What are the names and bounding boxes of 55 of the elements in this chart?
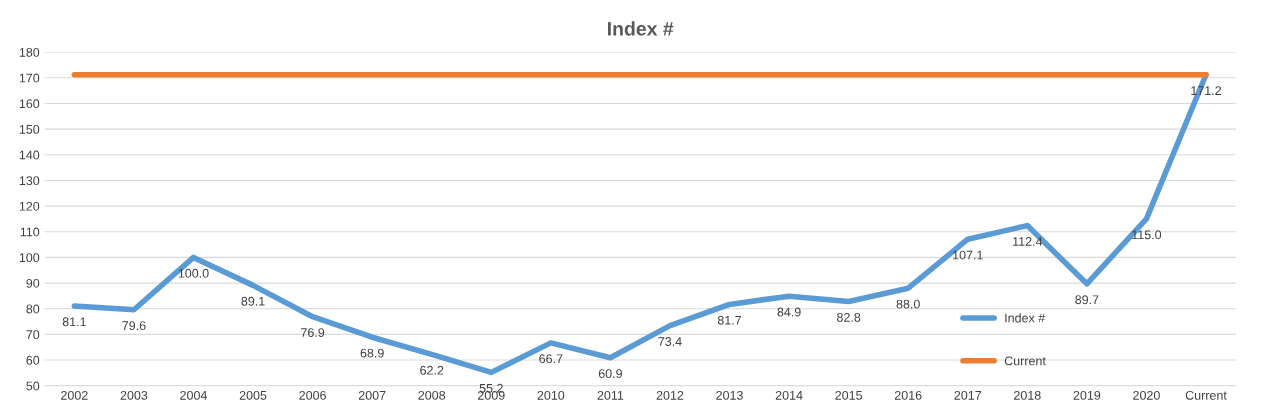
y-tick-label: 130 (19, 176, 40, 186)
y-tick-label: 160 (19, 99, 40, 109)
data-label: 112.4 (1013, 237, 1043, 246)
data-label: 107.1 (953, 250, 983, 260)
x-tick-label: 2008 (418, 390, 446, 400)
x-tick-label: 2007 (358, 390, 386, 400)
x-tick-label: 2017 (954, 390, 982, 400)
data-label: 66.7 (539, 354, 563, 364)
y-tick-label: 170 (19, 73, 40, 83)
data-label: 73.4 (658, 337, 682, 346)
data-label: 62.2 (420, 365, 444, 375)
y-tick-label: 60 (26, 355, 40, 365)
x-tick-label: 2020 (1133, 390, 1160, 400)
x-tick-label: 2003 (120, 390, 148, 400)
y-tick-label: 90 (26, 278, 40, 288)
data-label: 55.2 (479, 383, 503, 393)
x-tick-label: 2011 (597, 390, 624, 400)
y-tick-label: 70 (26, 330, 40, 340)
data-label: 82.8 (837, 313, 861, 322)
x-tick-label: Current (1185, 390, 1227, 400)
data-label: 76.9 (301, 328, 325, 337)
y-tick-label: 80 (26, 304, 40, 314)
x-tick-label: 2009 (478, 390, 505, 400)
x-tick-label: 2006 (299, 390, 326, 400)
chart-title: Index # (607, 21, 674, 36)
data-label: 84.9 (777, 307, 801, 317)
x-tick-label: 2013 (716, 390, 743, 400)
x-tick-label: 2019 (1073, 390, 1101, 400)
data-label: 68.9 (360, 348, 384, 358)
y-tick-label: 50 (26, 381, 40, 391)
y-tick-label: 150 (19, 124, 40, 134)
y-tick-label: 110 (20, 227, 40, 237)
x-tick-label: 2012 (656, 390, 684, 400)
legend-label: Index # (1005, 313, 1046, 323)
x-tick-label: 2005 (239, 390, 267, 400)
data-label: 81.7 (717, 315, 742, 325)
y-tick-label: 180 (19, 47, 40, 57)
data-label: 100.0 (178, 268, 209, 278)
data-label: 89.1 (241, 296, 265, 306)
data-label: 88.0 (896, 299, 920, 309)
data-label: 89.7 (1075, 295, 1099, 305)
data-label: 60.9 (598, 369, 622, 379)
x-tick-label: 2018 (1014, 390, 1041, 400)
x-tick-label: 2004 (180, 390, 208, 400)
x-tick-label: 2014 (775, 390, 803, 400)
y-tick-label: 140 (19, 150, 40, 160)
x-tick-label: 2016 (894, 390, 922, 400)
legend-label: Current (1004, 356, 1046, 366)
x-tick-label: 2015 (835, 390, 863, 400)
x-tick-label: 2002 (61, 390, 88, 400)
data-label: 79.6 (122, 321, 146, 331)
x-tick-label: 2010 (537, 390, 565, 400)
data-label: 81.1 (62, 317, 86, 327)
y-tick-label: 120 (19, 201, 40, 211)
y-tick-label: 100 (19, 253, 40, 263)
